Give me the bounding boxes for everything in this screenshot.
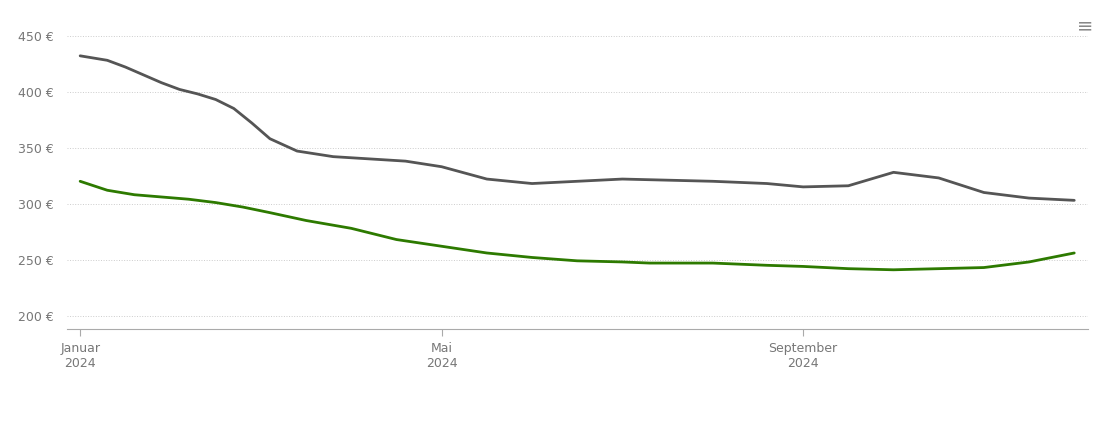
Text: ≡: ≡ (1077, 17, 1093, 36)
